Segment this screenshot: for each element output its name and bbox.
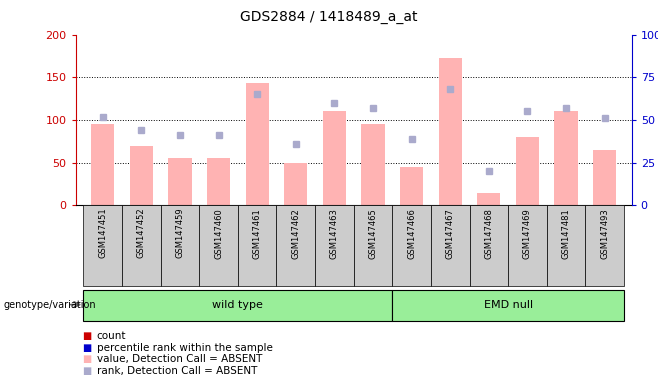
Text: GSM147469: GSM147469 <box>523 208 532 258</box>
Bar <box>122 205 161 286</box>
Bar <box>84 205 122 286</box>
Bar <box>84 290 392 321</box>
Text: ■: ■ <box>82 331 91 341</box>
Text: rank, Detection Call = ABSENT: rank, Detection Call = ABSENT <box>97 366 257 376</box>
Text: GSM147467: GSM147467 <box>445 208 455 259</box>
Text: GSM147452: GSM147452 <box>137 208 146 258</box>
Bar <box>392 290 624 321</box>
Bar <box>392 205 431 286</box>
Bar <box>586 205 624 286</box>
Bar <box>516 137 539 205</box>
Bar <box>555 111 578 205</box>
Bar <box>400 167 423 205</box>
Bar <box>323 111 346 205</box>
Bar <box>593 150 617 205</box>
Bar <box>354 205 392 286</box>
Bar <box>168 159 191 205</box>
Bar <box>161 205 199 286</box>
Text: GDS2884 / 1418489_a_at: GDS2884 / 1418489_a_at <box>240 10 418 23</box>
Text: genotype/variation: genotype/variation <box>3 300 96 310</box>
Text: GSM147466: GSM147466 <box>407 208 416 259</box>
Bar <box>508 205 547 286</box>
Text: GSM147493: GSM147493 <box>600 208 609 258</box>
Bar <box>477 193 500 205</box>
Text: GSM147462: GSM147462 <box>291 208 300 258</box>
Text: wild type: wild type <box>213 300 263 310</box>
Text: GSM147481: GSM147481 <box>561 208 570 258</box>
Text: percentile rank within the sample: percentile rank within the sample <box>97 343 272 353</box>
Bar <box>207 159 230 205</box>
Text: GSM147460: GSM147460 <box>214 208 223 258</box>
Bar <box>238 205 276 286</box>
Text: GSM147459: GSM147459 <box>176 208 184 258</box>
Text: count: count <box>97 331 126 341</box>
Bar <box>91 124 114 205</box>
Bar <box>439 58 462 205</box>
Text: GSM147463: GSM147463 <box>330 208 339 259</box>
Bar <box>130 146 153 205</box>
Bar <box>547 205 586 286</box>
Text: GSM147451: GSM147451 <box>98 208 107 258</box>
Text: value, Detection Call = ABSENT: value, Detection Call = ABSENT <box>97 354 262 364</box>
Bar <box>199 205 238 286</box>
Bar <box>284 163 307 205</box>
Bar <box>245 83 268 205</box>
Bar <box>431 205 470 286</box>
Text: ■: ■ <box>82 343 91 353</box>
Text: GSM147461: GSM147461 <box>253 208 262 258</box>
Bar <box>470 205 508 286</box>
Text: EMD null: EMD null <box>484 300 533 310</box>
Text: GSM147468: GSM147468 <box>484 208 494 259</box>
Bar <box>361 124 384 205</box>
Text: ■: ■ <box>82 354 91 364</box>
Bar <box>276 205 315 286</box>
Text: ■: ■ <box>82 366 91 376</box>
Text: GSM147465: GSM147465 <box>368 208 378 258</box>
Bar <box>315 205 354 286</box>
